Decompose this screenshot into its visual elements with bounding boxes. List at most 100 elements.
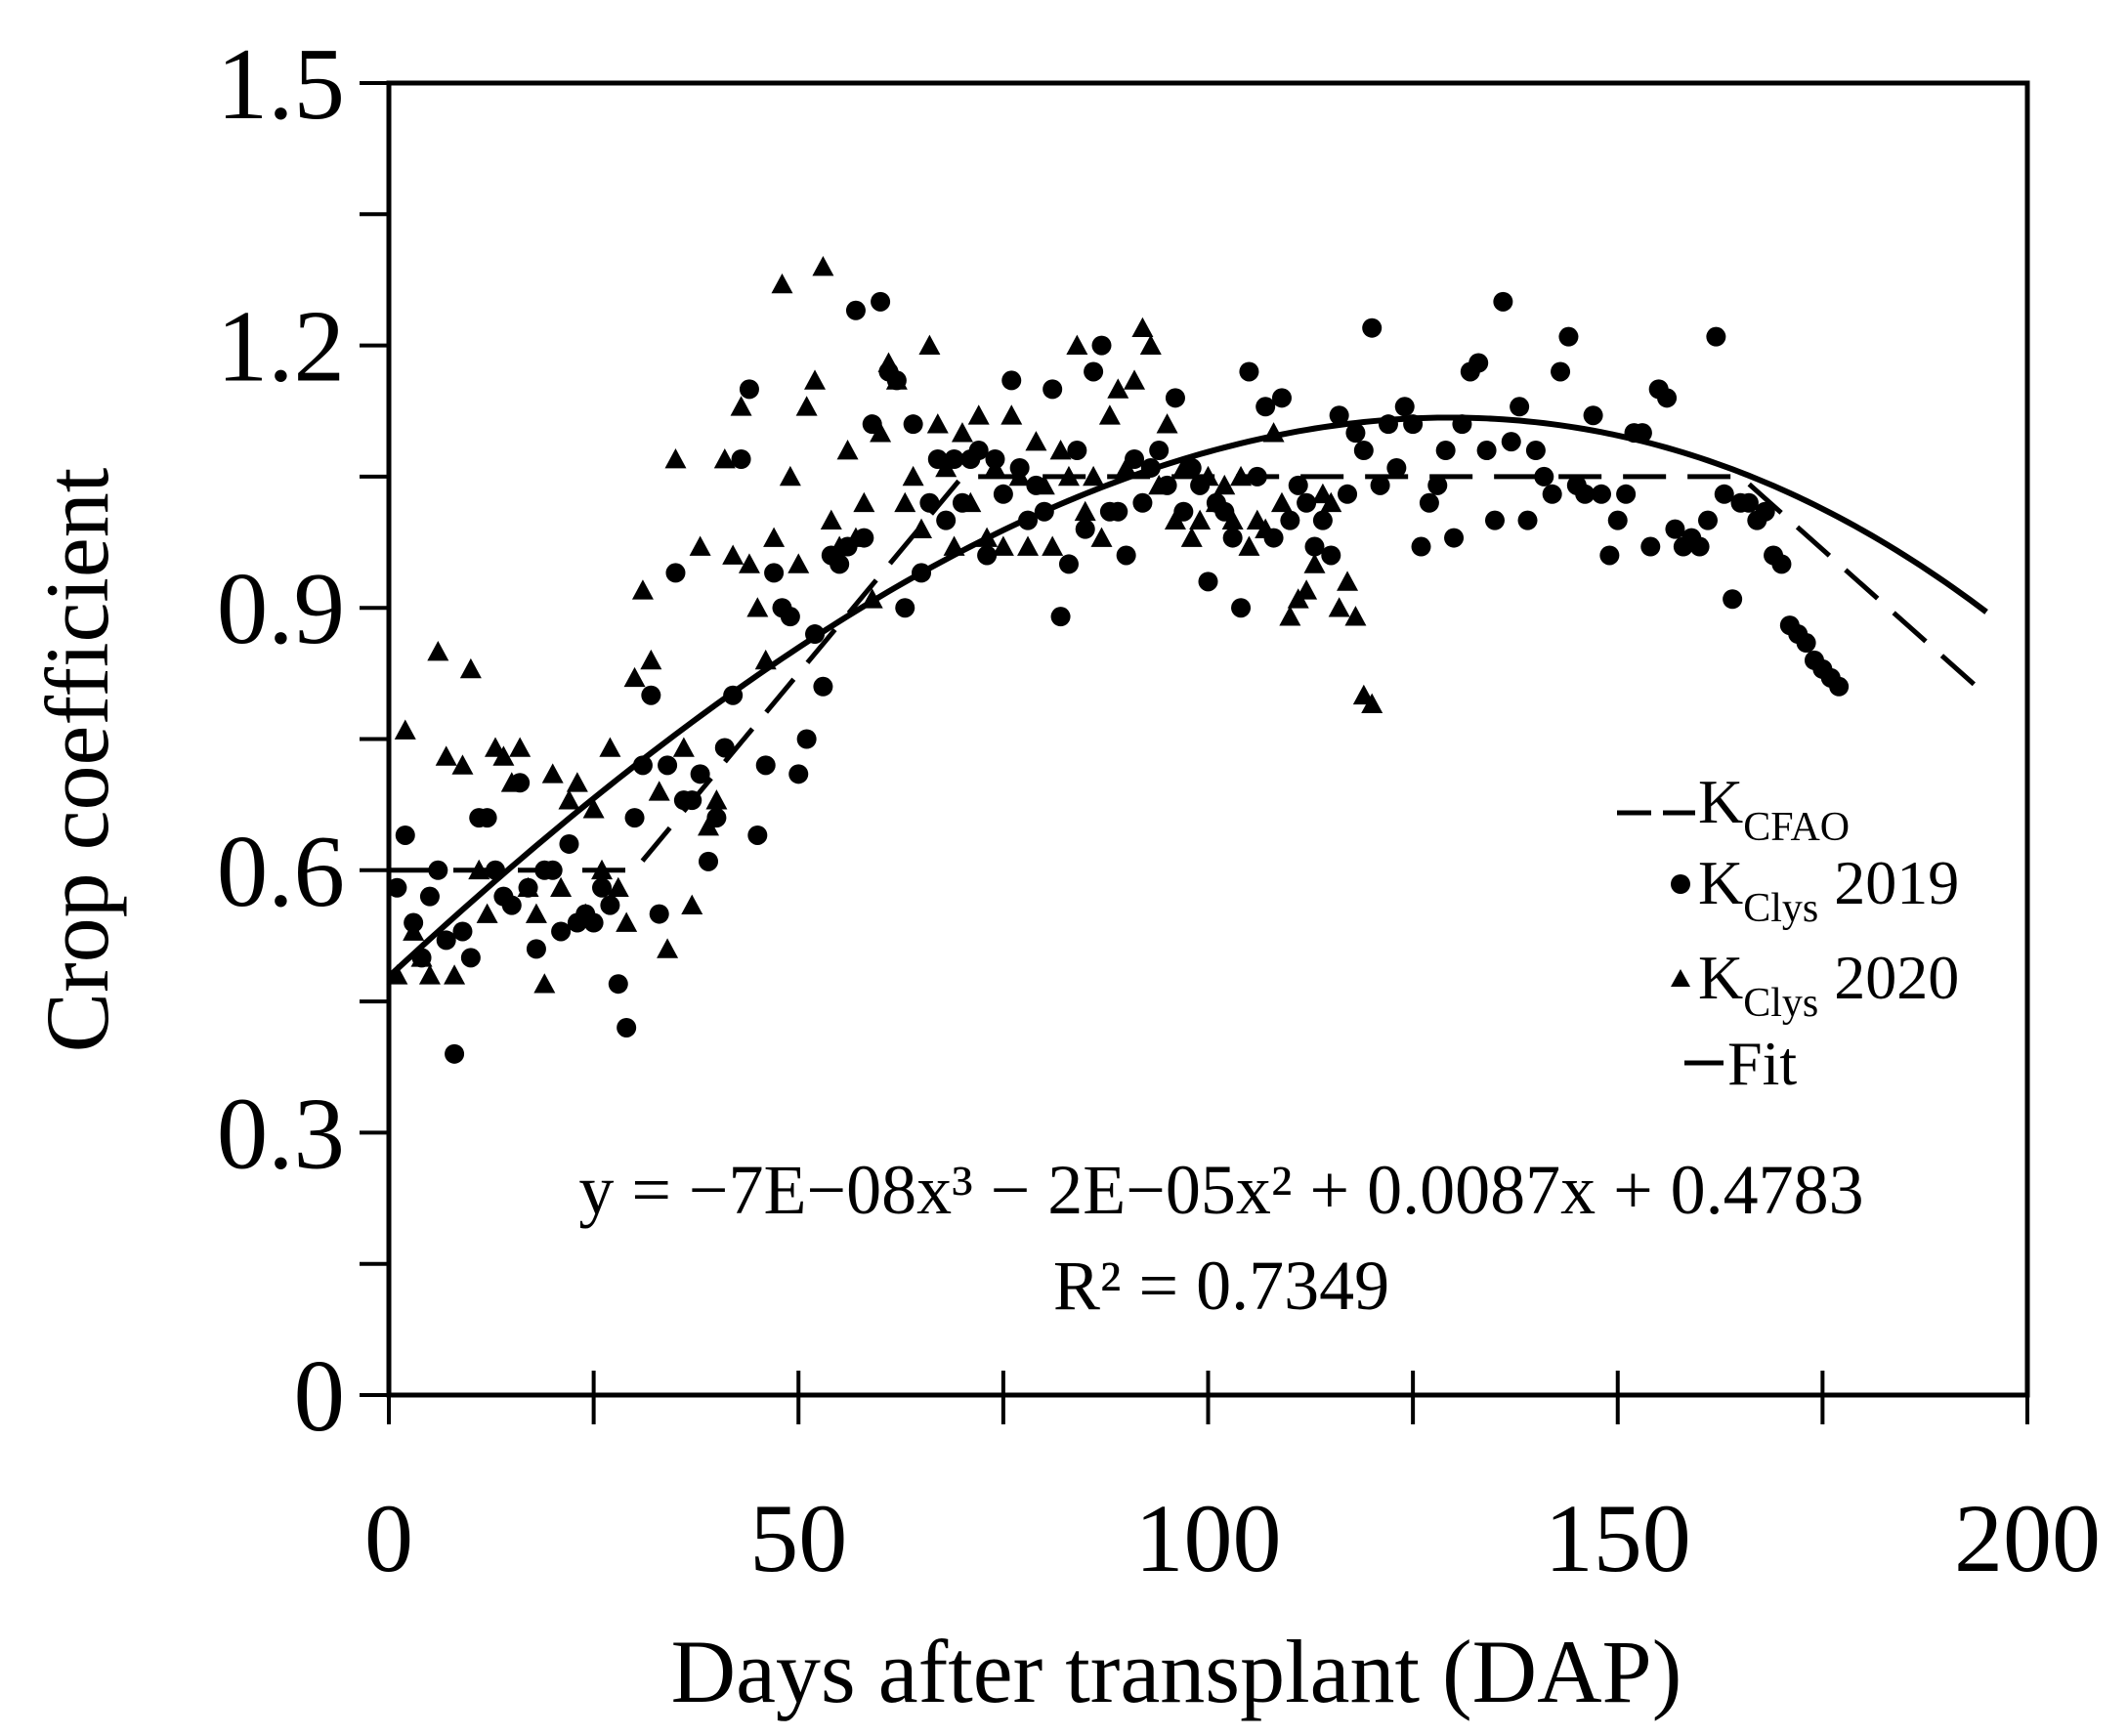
kclys-2020-point bbox=[1320, 491, 1342, 513]
kclys-2020-point bbox=[607, 876, 629, 898]
kclys-2020-point bbox=[902, 465, 924, 487]
kclys-2020-point bbox=[550, 876, 573, 898]
kclys-2020-point bbox=[730, 396, 752, 416]
x-axis-title: Days after transplant (DAP) bbox=[671, 1622, 1682, 1721]
kclys-2019-point bbox=[428, 860, 448, 880]
kclys-2019-point bbox=[1222, 528, 1243, 548]
kclys-2020-point bbox=[558, 789, 580, 810]
kclys-2019-point bbox=[1362, 318, 1383, 338]
kclys-2019-point bbox=[1043, 379, 1063, 400]
kclys-2020-point bbox=[698, 816, 720, 836]
kclys-2019-point bbox=[1116, 545, 1136, 566]
kclys-2020-point bbox=[672, 737, 695, 757]
kclys-2020-point bbox=[820, 509, 842, 530]
kclys-2019-point bbox=[649, 904, 669, 924]
kclys-2020-point bbox=[689, 535, 711, 556]
kclys-2020-point bbox=[1197, 465, 1219, 487]
legend-label-suffix: 2020 bbox=[1818, 943, 1959, 1012]
kclys-2019-point bbox=[1829, 676, 1850, 697]
kclys-2019-point bbox=[1640, 536, 1661, 557]
kclys-2019-point bbox=[805, 624, 826, 645]
kclys-2019-point bbox=[1689, 536, 1710, 557]
kclys-2020-point bbox=[713, 447, 736, 469]
y-tick-label: 0.9 bbox=[217, 551, 345, 665]
kclys-2019-point bbox=[641, 685, 661, 705]
tick-labels: 0 0.3 0.6 0.9 1.2 1.5 0 50 100 150 200 bbox=[217, 26, 2101, 1592]
kclys-2020-point bbox=[1139, 334, 1162, 355]
axes bbox=[360, 80, 2030, 1424]
y-tick-label: 0.6 bbox=[217, 814, 345, 928]
kclys-2019-point bbox=[1394, 397, 1415, 417]
kclys-2019-point bbox=[731, 448, 751, 469]
legend-triangle-marker bbox=[1671, 969, 1690, 987]
kclys-2020-point bbox=[1180, 527, 1203, 547]
y-axis-title: Crop coefficient bbox=[27, 467, 127, 1052]
kclys-2019-point bbox=[1632, 423, 1652, 444]
kclys-2020-point bbox=[771, 273, 793, 294]
kclys-2019-point bbox=[780, 607, 800, 627]
kclys-2020-point bbox=[1213, 474, 1236, 495]
kclys-2019-point bbox=[1378, 414, 1398, 435]
kclys-2019-point bbox=[755, 755, 776, 776]
kclys-2020-point bbox=[1042, 535, 1064, 556]
kclys-2020-point bbox=[451, 754, 474, 775]
kclys-2020-point bbox=[1033, 474, 1055, 495]
kclys-2020-point bbox=[967, 404, 990, 425]
legend-label-lys2020: KClys 2020 bbox=[1698, 943, 1959, 1026]
kclys-2020-point bbox=[795, 396, 818, 416]
kclys-2020-point bbox=[1337, 571, 1359, 591]
kclys-2019-point bbox=[968, 441, 989, 461]
kclys-2019-point bbox=[714, 738, 735, 758]
legend-label-fit: Fit bbox=[1727, 1029, 1797, 1098]
legend-label-main: K bbox=[1698, 767, 1743, 836]
kclys-2020-point bbox=[427, 640, 449, 661]
kclys-2019-point bbox=[1599, 545, 1620, 566]
kclys-2019-point bbox=[1345, 423, 1366, 444]
kclys-2019-point bbox=[1165, 388, 1185, 408]
kclys-2019-point bbox=[912, 563, 932, 583]
kclys-2019-point bbox=[747, 825, 768, 845]
kclys-2020-point bbox=[754, 649, 777, 670]
kclys-2019-point bbox=[559, 833, 579, 854]
kclys-2020-point bbox=[1344, 606, 1367, 626]
kclys-2020-point bbox=[575, 903, 597, 923]
kclys-2019-point bbox=[1427, 475, 1448, 495]
kclys-2020-point bbox=[1025, 431, 1047, 451]
kclys-2020-point bbox=[804, 369, 827, 390]
kclys-2020-point bbox=[566, 772, 588, 792]
kclys-2019-point bbox=[1067, 441, 1087, 461]
kclys-2020-point bbox=[894, 491, 916, 513]
legend-label-main: Fit bbox=[1727, 1029, 1797, 1098]
kclys-2020-point bbox=[877, 352, 900, 372]
fit-curve bbox=[386, 414, 1988, 979]
kclys-2020-point bbox=[1238, 535, 1260, 556]
kclys-2020-point bbox=[853, 491, 875, 513]
kclys-2020-point bbox=[410, 947, 433, 967]
kclys-2020-point bbox=[1148, 474, 1170, 495]
kclys-2020-point bbox=[1172, 456, 1195, 478]
kclys-2019-point bbox=[1444, 528, 1465, 548]
kclys-2020-point bbox=[1156, 413, 1178, 434]
x-tick-label: 0 bbox=[364, 1484, 413, 1592]
kclys-2019-point bbox=[1476, 441, 1497, 461]
kclys-2020-point bbox=[984, 456, 1006, 478]
kclys-2019-point bbox=[452, 921, 473, 942]
kclys-2019-point bbox=[1665, 519, 1685, 539]
kclys-2019-point bbox=[1370, 475, 1390, 495]
kclys-2019-point bbox=[1239, 361, 1259, 382]
kclys-2019-point bbox=[977, 545, 998, 566]
kclys-2020-point bbox=[1255, 518, 1277, 538]
kclys-2019-point bbox=[936, 510, 957, 530]
kclys-2020-point bbox=[738, 553, 760, 573]
kclys-2019-point bbox=[1706, 326, 1726, 347]
r-squared: R² = 0.7349 bbox=[1053, 1247, 1389, 1325]
x-tick-label: 50 bbox=[749, 1484, 847, 1592]
kclys-2020-point bbox=[435, 745, 457, 766]
kclys-2019-point bbox=[1198, 572, 1218, 592]
kclys-2019-point bbox=[1616, 484, 1637, 504]
fit-series bbox=[386, 414, 1988, 979]
x-tick-label: 100 bbox=[1135, 1484, 1282, 1592]
kclys-2019-point bbox=[1551, 361, 1571, 382]
kclys-2019-point bbox=[1034, 501, 1054, 522]
